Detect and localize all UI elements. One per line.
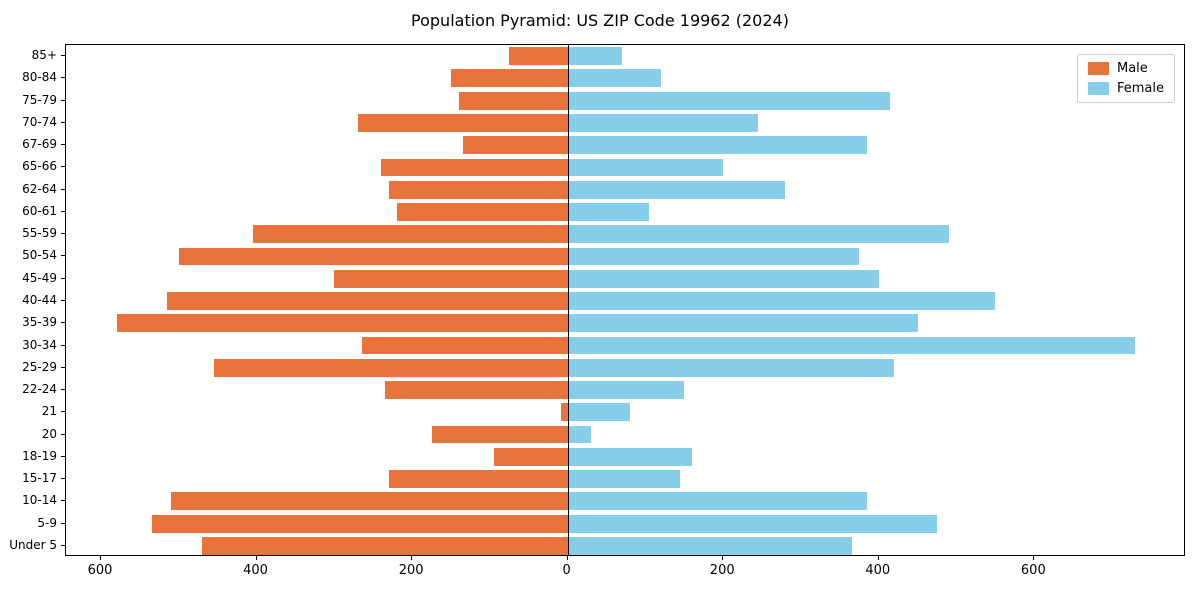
female-bar (567, 514, 938, 533)
male-bar (202, 536, 568, 555)
y-tick-label: 5-9 (37, 515, 57, 530)
male-bar (167, 292, 568, 310)
female-swatch-icon (1087, 82, 1109, 95)
y-tick-label: 80-84 (22, 70, 57, 85)
y-tick-label: 75-79 (22, 92, 57, 107)
male-bar (561, 403, 568, 422)
y-tick-label: 62-64 (22, 181, 57, 196)
female-bar (567, 292, 996, 310)
x-tick-label: 200 (709, 563, 735, 578)
female-bar (567, 403, 630, 422)
y-tick-label: 85+ (31, 48, 57, 63)
plot-area: Male Female (65, 44, 1185, 556)
female-bar (567, 247, 860, 266)
legend-label-female: Female (1116, 81, 1164, 96)
male-bar (451, 69, 568, 88)
male-bar (357, 114, 568, 132)
zero-axis-line (567, 45, 569, 555)
male-bar (151, 514, 568, 533)
male-bar (171, 492, 568, 511)
y-tick-label: 25-29 (22, 359, 57, 374)
y-tick-label: 15-17 (22, 471, 57, 486)
female-bar (567, 470, 681, 488)
female-bar (567, 381, 685, 399)
male-bar (334, 269, 568, 288)
legend: Male Female (1076, 54, 1175, 103)
x-tick-mark (255, 556, 257, 560)
male-bar (431, 425, 568, 444)
y-tick-label: Under 5 (9, 537, 57, 552)
female-bar (567, 225, 949, 244)
y-tick-label: 50-54 (22, 248, 57, 263)
y-tick-label: 20 (41, 426, 57, 441)
y-tick-label: 65-66 (22, 159, 57, 174)
male-bar (388, 470, 568, 488)
y-tick-label: 60-61 (22, 203, 57, 218)
male-bar (252, 225, 568, 244)
female-bar (567, 358, 895, 377)
y-tick-label: 21 (41, 404, 57, 419)
y-tick-label: 70-74 (22, 114, 57, 129)
female-bar (567, 180, 786, 199)
male-bar (381, 158, 568, 177)
y-tick-label: 18-19 (22, 448, 57, 463)
y-tick-label: 10-14 (22, 493, 57, 508)
y-tick-label: 35-39 (22, 315, 57, 330)
male-bar (178, 247, 568, 266)
male-bar (509, 47, 568, 66)
legend-item-male: Male (1087, 61, 1164, 76)
x-tick-label: 0 (562, 563, 571, 578)
chart-title: Population Pyramid: US ZIP Code 19962 (2… (411, 11, 789, 30)
x-tick-mark (1033, 556, 1035, 560)
male-swatch-icon (1087, 62, 1109, 75)
y-tick-label: 22-24 (22, 382, 57, 397)
female-bar (567, 536, 852, 555)
female-bar (567, 425, 591, 444)
female-bar (567, 447, 693, 466)
legend-label-male: Male (1116, 61, 1148, 76)
female-bar (567, 114, 759, 132)
female-bar (567, 269, 879, 288)
x-tick-label: 400 (865, 563, 891, 578)
x-tick-mark (566, 556, 568, 560)
female-bar (567, 91, 891, 110)
male-bar (493, 447, 568, 466)
male-bar (384, 381, 568, 399)
female-bar (567, 69, 661, 88)
x-tick-label: 200 (398, 563, 424, 578)
legend-item-female: Female (1087, 81, 1164, 96)
female-bar (567, 136, 868, 155)
male-bar (396, 203, 568, 221)
female-bar (567, 492, 868, 511)
female-bar (567, 314, 918, 333)
x-tick-label: 600 (87, 563, 113, 578)
male-bar (462, 136, 568, 155)
x-tick-label: 600 (1020, 563, 1046, 578)
male-bar (213, 358, 568, 377)
male-bar (388, 180, 568, 199)
x-tick-label: 400 (243, 563, 268, 578)
y-tick-label: 55-59 (22, 226, 57, 241)
x-tick-mark (411, 556, 413, 560)
y-tick-label: 45-49 (22, 270, 57, 285)
female-bar (567, 47, 623, 66)
bars-container (66, 45, 1184, 555)
female-bar (567, 336, 1136, 355)
female-bar (567, 203, 650, 221)
x-tick-mark (100, 556, 101, 560)
male-bar (458, 91, 568, 110)
x-tick-mark (877, 556, 879, 560)
male-bar (361, 336, 568, 355)
y-tick-label: 67-69 (22, 137, 57, 152)
female-bar (567, 158, 724, 177)
x-tick-mark (722, 556, 724, 560)
y-tick-label: 40-44 (22, 293, 57, 307)
male-bar (116, 314, 568, 333)
y-tick-label: 30-34 (22, 337, 57, 352)
